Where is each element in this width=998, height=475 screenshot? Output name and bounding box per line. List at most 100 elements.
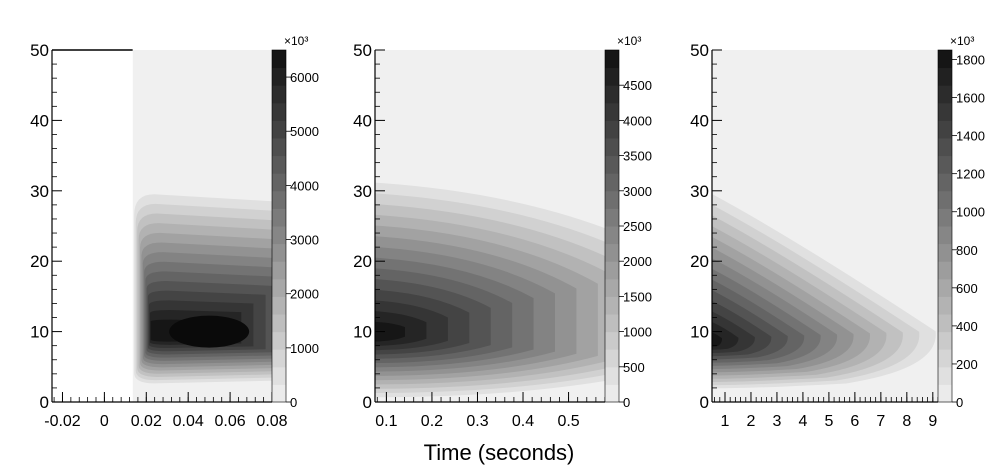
y-tick-label: 10 <box>690 323 709 342</box>
figure-xlabel: Time (seconds) <box>423 440 575 465</box>
colorbar-band <box>272 138 286 157</box>
colorbar-band <box>272 243 286 262</box>
colorbar-tick-label: 4500 <box>623 78 652 93</box>
contour-level <box>375 321 405 342</box>
colorbar-tick-label: 6000 <box>290 70 319 85</box>
colorbar-band <box>938 349 952 368</box>
x-tick-label: 0 <box>100 413 109 430</box>
colorbar: 0 1000 2000 3000 4000 5000 6000 ×10³ <box>271 34 319 410</box>
colorbar-band <box>605 120 619 139</box>
y-ticks: 0 10 20 30 40 50 <box>30 41 62 412</box>
colorbar-band <box>605 243 619 262</box>
colorbar-band <box>938 155 952 174</box>
colorbar-tick-label: 0 <box>956 395 963 410</box>
colorbar-band <box>938 173 952 192</box>
colorbar-tick-label: 3000 <box>623 184 652 199</box>
colorbar-tick-label: 2000 <box>623 254 652 269</box>
peak-region <box>169 315 250 348</box>
x-tick-label: 8 <box>902 413 911 430</box>
colorbar-band <box>605 261 619 280</box>
colorbar-tick-label: 5000 <box>290 124 319 139</box>
colorbar-tick-label: 4000 <box>623 113 652 128</box>
colorbar-band <box>938 296 952 315</box>
colorbar-frame <box>271 49 287 403</box>
heatmap-area <box>52 50 272 402</box>
colorbar: 0 200 400 600 800 1000 1200 1400 1600 1800 ×10³ <box>937 34 985 410</box>
colorbar-band <box>272 366 286 385</box>
x-tick-label: 9 <box>928 413 937 430</box>
y-tick-label: 50 <box>353 41 372 60</box>
x-tick-label: 0.4 <box>512 413 534 430</box>
colorbar-band <box>938 50 952 69</box>
colorbar-tick-label: 1000 <box>956 205 985 220</box>
colorbar-tick-label: 2500 <box>623 219 652 234</box>
colorbar-band <box>605 138 619 157</box>
heatmap-area <box>712 50 938 402</box>
colorbar-band <box>938 314 952 333</box>
colorbar-band <box>605 366 619 385</box>
colorbar-tick-label: 3500 <box>623 149 652 164</box>
colorbar-band <box>605 208 619 227</box>
x-tick-label: 5 <box>824 413 833 430</box>
colorbar-band <box>272 296 286 315</box>
colorbar-band <box>272 120 286 139</box>
colorbar-band <box>272 67 286 86</box>
colorbar-band <box>605 102 619 121</box>
colorbar-band <box>605 349 619 368</box>
colorbar-band <box>605 331 619 350</box>
colorbar-band <box>605 296 619 315</box>
chart-panel-2: 0 10 20 30 40 50 0.1 0.2 0.3 0.4 0.5 0 500 1000 1500 20… <box>353 34 652 430</box>
colorbar-band <box>938 208 952 227</box>
colorbar-tick-label: 1000 <box>290 341 319 356</box>
colorbar-band <box>272 261 286 280</box>
colorbar-multiplier: ×10³ <box>950 34 974 48</box>
colorbar-band <box>272 278 286 297</box>
colorbar-band <box>605 384 619 403</box>
colorbar-band <box>938 226 952 245</box>
colorbar-band <box>272 208 286 227</box>
y-ticks: 0 10 20 30 40 50 <box>690 41 722 412</box>
colorbar-band <box>605 50 619 69</box>
y-tick-label: 40 <box>690 111 709 130</box>
colorbar-tick-label: 1400 <box>956 129 985 144</box>
colorbar-tick-label: 2000 <box>290 287 319 302</box>
colorbar-band <box>938 138 952 157</box>
x-tick-label: -0.02 <box>44 413 81 430</box>
colorbar-band <box>938 102 952 121</box>
y-tick-label: 0 <box>363 393 372 412</box>
heatmap-area <box>375 50 605 402</box>
x-ticks: -0.02 0 0.02 0.04 0.06 0.08 <box>44 392 288 430</box>
colorbar-band <box>605 155 619 174</box>
y-tick-label: 50 <box>690 41 709 60</box>
colorbar-tick-label: 1200 <box>956 167 985 182</box>
y-tick-label: 40 <box>30 111 49 130</box>
x-tick-label: 3 <box>772 413 781 430</box>
colorbar-band <box>605 67 619 86</box>
colorbar-tick-label: 600 <box>956 281 978 296</box>
y-tick-label: 10 <box>353 323 372 342</box>
colorbar-band <box>272 226 286 245</box>
x-tick-label: 0.02 <box>131 413 162 430</box>
colorbar-band <box>938 366 952 385</box>
colorbar-band <box>605 314 619 333</box>
x-tick-label: 2 <box>747 413 756 430</box>
colorbar-band <box>938 67 952 86</box>
x-tick-label: 6 <box>850 413 859 430</box>
x-tick-label: 0.06 <box>215 413 246 430</box>
colorbar-band <box>272 102 286 121</box>
x-tick-label: 0.04 <box>173 413 204 430</box>
colorbar: 0 500 1000 1500 2000 2500 3000 3500 4000 4500 ×10³ <box>604 34 652 410</box>
colorbar-band <box>605 173 619 192</box>
y-tick-label: 30 <box>690 182 709 201</box>
y-tick-label: 20 <box>30 252 49 271</box>
x-ticks: 0.1 0.2 0.3 0.4 0.5 <box>375 392 606 430</box>
colorbar-band <box>272 314 286 333</box>
colorbar-band <box>938 243 952 262</box>
y-tick-label: 50 <box>30 41 49 60</box>
colorbar-band <box>938 120 952 139</box>
y-tick-label: 20 <box>690 252 709 271</box>
